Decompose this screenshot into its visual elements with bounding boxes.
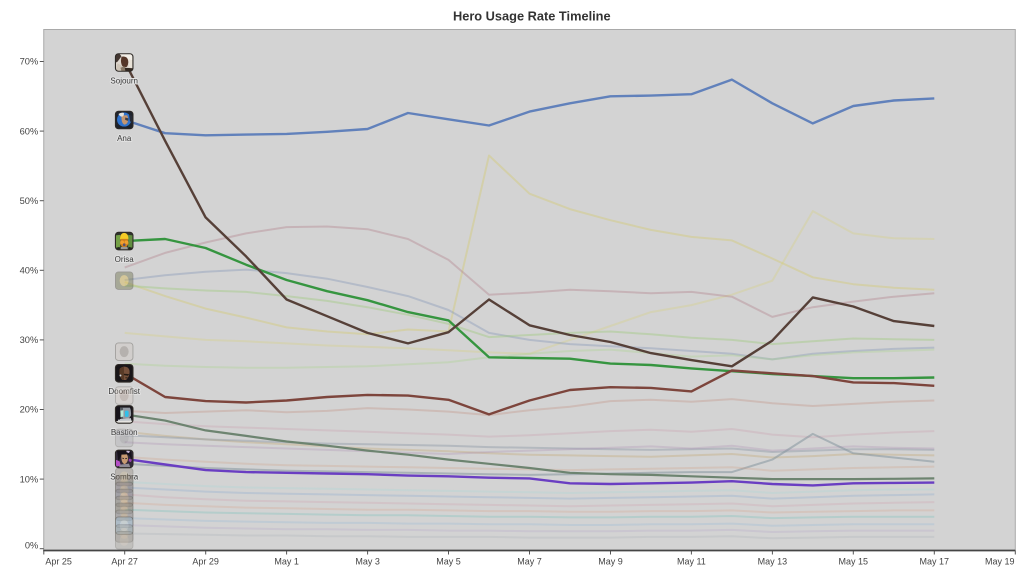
svg-text:60%: 60% [20, 126, 39, 136]
svg-text:May 13: May 13 [758, 557, 788, 567]
svg-text:Ana: Ana [117, 134, 132, 143]
svg-text:Sombra: Sombra [110, 473, 139, 482]
svg-text:30%: 30% [20, 335, 39, 345]
svg-text:May 19: May 19 [985, 557, 1015, 567]
svg-text:Apr 27: Apr 27 [111, 557, 138, 567]
svg-text:70%: 70% [20, 57, 39, 67]
svg-text:20%: 20% [20, 405, 39, 415]
svg-text:40%: 40% [20, 266, 39, 276]
svg-text:Hero Usage Rate Timeline: Hero Usage Rate Timeline [453, 9, 611, 24]
svg-text:Apr 29: Apr 29 [192, 557, 219, 567]
svg-text:May 3: May 3 [355, 557, 380, 567]
svg-text:Sojourn: Sojourn [110, 76, 138, 85]
svg-text:Doomfist: Doomfist [108, 387, 140, 396]
svg-text:May 5: May 5 [436, 557, 461, 567]
svg-text:May 15: May 15 [839, 557, 869, 567]
svg-text:Orisa: Orisa [115, 255, 135, 264]
svg-text:10%: 10% [20, 474, 39, 484]
svg-text:Apr 25: Apr 25 [45, 557, 72, 567]
svg-text:Bastion: Bastion [111, 428, 138, 437]
svg-text:50%: 50% [20, 196, 39, 206]
svg-text:May 7: May 7 [517, 557, 542, 567]
svg-text:May 1: May 1 [274, 557, 299, 567]
svg-text:May 17: May 17 [920, 557, 950, 567]
svg-text:May 9: May 9 [598, 557, 623, 567]
svg-text:0%: 0% [25, 541, 38, 551]
svg-text:May 11: May 11 [677, 557, 706, 567]
